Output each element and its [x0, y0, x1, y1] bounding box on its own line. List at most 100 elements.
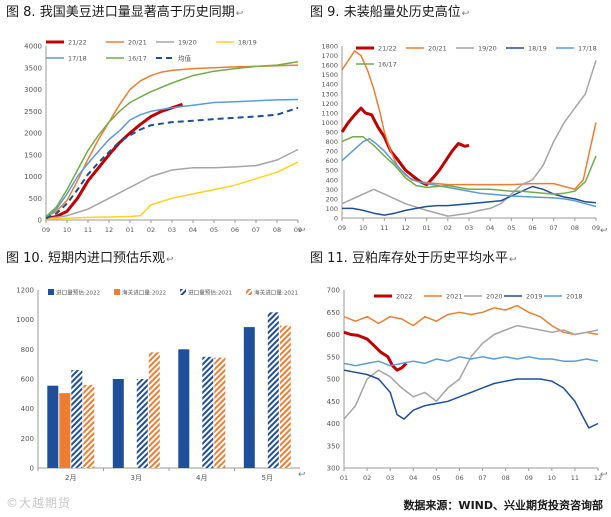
bar-进口量预估:2021-3月	[136, 379, 148, 468]
y-tick-label: 1800	[321, 43, 338, 51]
legend-label: 进口量预估:2022	[56, 289, 100, 297]
x-tick-label: 11	[380, 224, 388, 232]
x-tick-label: 01	[340, 474, 348, 482]
x-tick-label: 12	[105, 226, 113, 234]
x-tick-label: 10	[63, 226, 71, 234]
x-tick-label: 03	[465, 224, 473, 232]
return-mark-icon: ↩	[508, 255, 517, 265]
series-line-19/20	[45, 148, 299, 220]
x-tick-label: 5月	[262, 474, 273, 482]
x-tick-label: 08	[571, 224, 579, 232]
x-tick-label: 09	[525, 474, 533, 482]
bar-进口量预估:2022-3月	[112, 379, 124, 468]
series-line-17/18	[45, 98, 299, 218]
series-line-21/22	[340, 106, 470, 187]
x-tick-label: 04	[409, 474, 417, 482]
y-tick-label: 400	[327, 420, 340, 428]
series-line-21/22	[45, 102, 183, 221]
bar-海关进口量:2021-3月	[148, 352, 160, 468]
x-tick-label: 01	[126, 226, 134, 234]
y-tick-label: 1600	[321, 62, 338, 70]
figure-title-text: 我国美豆进口量显著高于历史同期	[39, 5, 235, 20]
y-tick-label: 1500	[321, 71, 338, 79]
chart-fig11-meal-inventory: 300 350 400 450 500 550 600 650 700 01 02 03 04 05 06 0…	[327, 287, 603, 483]
legend-label: 均值	[178, 54, 192, 63]
y-tick-label: 500	[326, 167, 338, 175]
bar-进口量预估:2021-2月	[71, 370, 83, 468]
series-line-18/19	[342, 185, 597, 216]
legend-label: 进口量预估:2021	[188, 289, 233, 297]
y-tick-label: 1500	[24, 151, 42, 159]
y-tick-label: 500	[327, 376, 340, 384]
legend-label: 19/20	[178, 39, 197, 47]
legend-label: 20/21	[128, 39, 147, 47]
y-tick-label: 1000	[321, 119, 338, 127]
y-tick-label: 1000	[16, 316, 34, 324]
bar-海关进口量:2021-4月	[214, 357, 226, 468]
x-tick-label: 06	[455, 474, 463, 482]
x-tick-label: 06	[231, 226, 239, 234]
x-tick-label: 4月	[196, 474, 207, 482]
y-tick-label: 2000	[24, 130, 42, 138]
x-tick-label: 03	[168, 226, 176, 234]
legend-label: 海关进口量:2022	[122, 289, 166, 297]
legend-label: 2020	[486, 293, 503, 301]
legend-label: 21/22	[378, 45, 397, 53]
figure-title-fig9: 图 9. 未装船量处历史高位↩	[310, 4, 469, 23]
legend-label: 18/19	[528, 45, 547, 53]
y-tick-label: 900	[326, 129, 338, 137]
y-tick-label: 0	[30, 465, 34, 473]
series-line-2020	[343, 324, 599, 420]
x-tick-label: 05	[210, 226, 218, 234]
y-tick-label: 1300	[321, 90, 338, 98]
y-tick-label: 1700	[321, 52, 338, 60]
x-tick-label: 07	[550, 224, 558, 232]
y-tick-label: 400	[21, 405, 34, 413]
x-tick-label: 12	[401, 224, 409, 232]
y-tick-label: 2500	[24, 108, 42, 116]
y-tick-label: 200	[326, 195, 338, 203]
y-tick-label: 0	[334, 215, 338, 223]
y-tick-label: 3000	[24, 86, 42, 94]
x-tick-label: 10	[359, 224, 367, 232]
bar-海关进口量:2021-2月	[83, 384, 95, 468]
y-tick-label: 4000	[24, 43, 42, 51]
x-tick-label: 02	[147, 226, 155, 234]
x-tick-label: 09	[592, 224, 600, 232]
x-tick-label: 3月	[131, 474, 142, 482]
x-tick-label: 04	[189, 226, 197, 234]
x-tick-label: 04	[486, 224, 494, 232]
legend-swatch	[48, 289, 54, 295]
y-tick-label: 450	[327, 398, 340, 406]
chart-fig10-import-forecast: 0 200 400 600 800 1000 1200 2月 3月 4月 5月 进口量预估:2022 海…	[16, 287, 300, 482]
return-mark-icon: ↩	[298, 470, 306, 480]
legend-label: 21/22	[68, 39, 87, 47]
y-tick-label: 1200	[16, 287, 34, 295]
y-tick-label: 800	[21, 346, 34, 354]
y-tick-label: 400	[326, 176, 338, 184]
x-tick-label: 09	[294, 226, 302, 234]
legend-swatch	[180, 289, 186, 295]
figure-label: 图 9.	[310, 5, 340, 20]
bar-海关进口量:2022-2月	[59, 393, 71, 468]
y-tick-label: 300	[326, 186, 338, 194]
data-source: 数据来源：WIND、兴业期货投资咨询部	[403, 499, 603, 512]
watermark-logo: ©大越期货	[6, 496, 72, 510]
y-tick-label: 800	[326, 138, 338, 146]
legend-label: 2018	[566, 293, 583, 301]
legend-label: 19/20	[478, 45, 497, 53]
x-tick-label: 05	[432, 474, 440, 482]
figure-title-text: 未装船量处历史高位	[343, 5, 461, 20]
x-tick-label: 06	[528, 224, 536, 232]
x-tick-label: 09	[42, 226, 50, 234]
series-line-18/19	[45, 161, 299, 220]
bar-进口量预估:2021-4月	[202, 356, 214, 469]
x-tick-label: 08	[501, 474, 509, 482]
legend-label: 20/21	[428, 45, 447, 53]
series-line-20/21	[341, 50, 597, 191]
legend-label: 17/18	[68, 55, 87, 63]
chart-fig8-import-volume: 0 500 1000 1500 2000 2500 3000 3500 4000 09 10 11 12…	[24, 39, 302, 235]
series-line-19/20	[341, 60, 597, 217]
legend-label: 16/17	[378, 61, 397, 69]
series-line-2021	[343, 304, 599, 336]
